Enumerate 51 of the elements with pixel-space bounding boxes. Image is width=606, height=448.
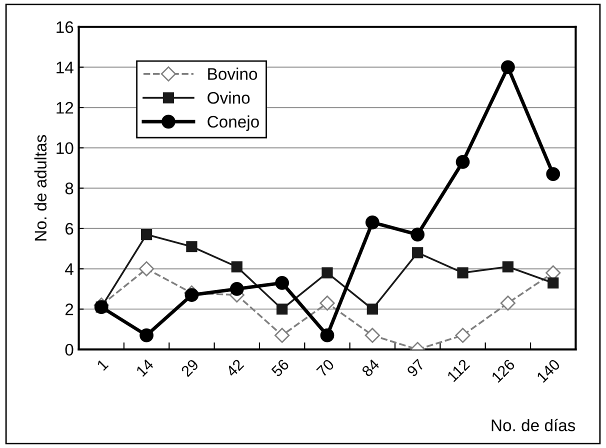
point	[412, 247, 424, 258]
point	[184, 288, 199, 302]
legend-label: Conejo	[208, 115, 259, 131]
y-tick-label: 4	[65, 263, 74, 275]
point	[457, 267, 468, 278]
point	[231, 261, 242, 272]
y-tick-label: 14	[56, 62, 74, 74]
point	[456, 155, 470, 169]
point	[186, 241, 198, 252]
x-tick-label: 140	[536, 358, 561, 383]
point	[322, 267, 333, 278]
y-tick-label: 10	[56, 142, 74, 154]
point	[320, 328, 334, 342]
point	[138, 261, 154, 276]
point	[140, 328, 154, 342]
x-tick-label: 56	[270, 358, 290, 378]
point	[366, 304, 378, 315]
x-tick-label: 70	[316, 358, 335, 378]
point	[548, 277, 559, 288]
x-axis-title: No. de días	[492, 418, 576, 432]
y-tick-label: 12	[56, 102, 74, 114]
y-tick-label: 6	[65, 222, 74, 235]
point	[275, 276, 290, 290]
x-tick-label: 42	[225, 358, 244, 378]
x-tick-label: 29	[180, 358, 200, 378]
point	[140, 228, 152, 240]
point	[274, 328, 290, 343]
legend-label: Bovino	[208, 68, 258, 80]
x-tick-label: 84	[361, 358, 380, 378]
x-tick-label: 1	[96, 358, 109, 371]
point	[502, 261, 514, 272]
point	[500, 60, 515, 74]
point	[546, 167, 560, 181]
point	[455, 328, 470, 343]
point	[364, 328, 380, 343]
x-tick-label: 126	[491, 358, 516, 383]
legend-label: Ovino	[208, 92, 250, 104]
point	[500, 296, 516, 311]
point	[365, 215, 380, 230]
y-tick-label: 16	[56, 21, 74, 34]
y-axis-title: No. de adultas	[34, 135, 47, 241]
point	[320, 296, 335, 311]
x-tick-label: 97	[406, 358, 425, 378]
x-tick-label: 14	[136, 358, 154, 377]
point	[410, 228, 425, 242]
point	[276, 304, 288, 315]
y-tick-label: 8	[65, 182, 74, 194]
y-tick-label: 2	[65, 304, 74, 316]
point	[230, 282, 244, 296]
y-tick-label: 0	[65, 344, 74, 356]
x-tick-label: 112	[446, 358, 470, 382]
